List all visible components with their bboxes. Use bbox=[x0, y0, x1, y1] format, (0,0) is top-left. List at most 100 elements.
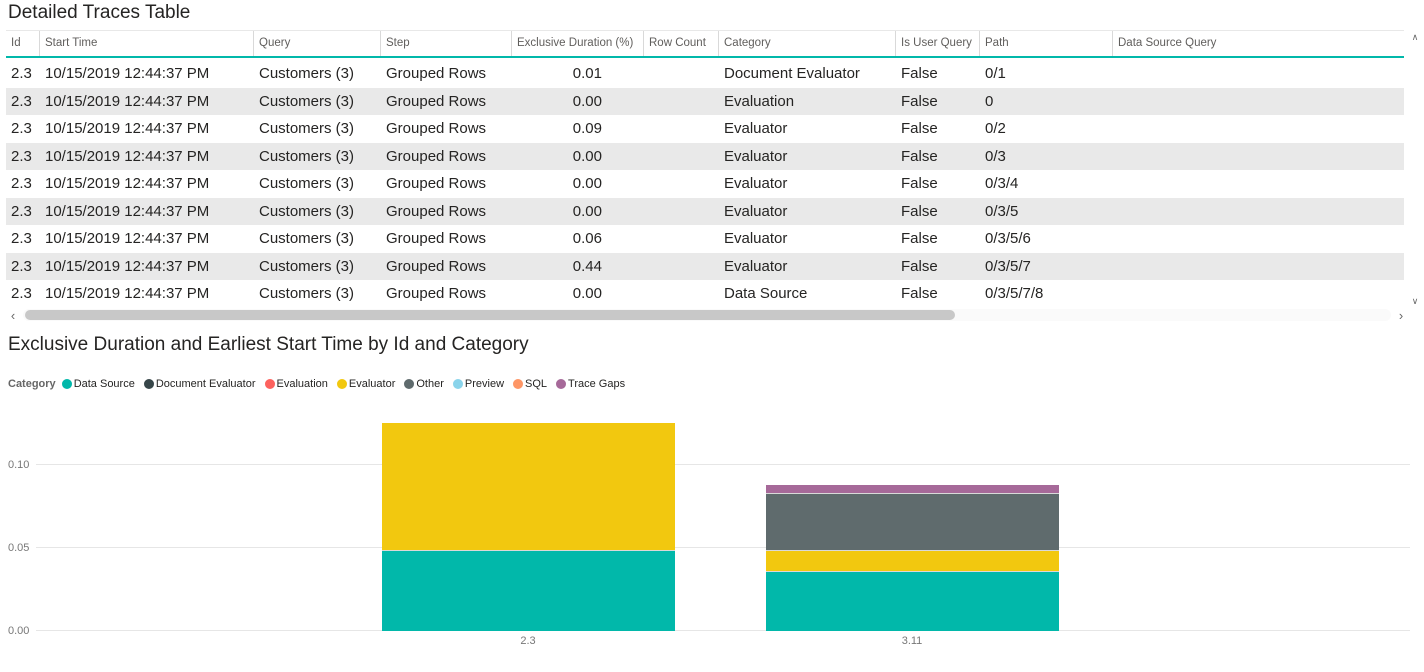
table-cell: 0.00 bbox=[572, 202, 602, 220]
legend-item-label: Data Source bbox=[73, 378, 135, 390]
table-cell: 10/15/2019 12:44:37 PM bbox=[45, 175, 210, 192]
table-cell: 0/3/5/7/8 bbox=[985, 285, 1044, 302]
segment-divider bbox=[765, 548, 1059, 551]
table-cell: 2.3 bbox=[11, 92, 32, 110]
bar-segment-data-source[interactable] bbox=[765, 571, 1059, 631]
table-cell: 10/15/2019 12:44:37 PM bbox=[45, 285, 210, 302]
table-row[interactable]: 2.3 10/15/2019 12:44:37 PM Customers (3) Gr… bbox=[6, 225, 1404, 253]
column-header-is-user-query[interactable]: Is User Query bbox=[896, 31, 980, 56]
column-header-data-source-query[interactable]: Data Source Query bbox=[1118, 37, 1217, 49]
table-row[interactable]: 2.3 10/15/2019 12:44:37 PM Customers (3) Gr… bbox=[6, 115, 1404, 143]
table-cell: Grouped Rows bbox=[386, 92, 487, 110]
legend-item-label: Trace Gaps bbox=[568, 378, 626, 390]
column-header-category[interactable]: Category bbox=[719, 31, 896, 56]
table-title: Detailed Traces Table bbox=[8, 2, 191, 23]
column-header-row-count[interactable]: Row Count bbox=[644, 31, 719, 56]
legend-item-label: Evaluation bbox=[276, 378, 328, 390]
table-cell bbox=[1113, 143, 1404, 171]
table-row[interactable]: 2.3 10/15/2019 12:44:37 PM Customers (3) Gr… bbox=[6, 60, 1404, 88]
table-cell: 0/3/5/7 bbox=[985, 257, 1031, 275]
gridline bbox=[36, 546, 1410, 548]
legend-title: Category bbox=[8, 378, 56, 390]
vertical-scrollbar[interactable]: ∧ ∨ bbox=[1408, 32, 1422, 306]
table-row[interactable]: 2.3 10/15/2019 12:44:37 PM Customers (3) Gr… bbox=[6, 142, 1404, 171]
table-cell: 10/15/2019 12:44:37 PM bbox=[45, 230, 210, 247]
table-cell: 0 bbox=[985, 92, 994, 110]
table-cell: 2.3 bbox=[11, 202, 32, 220]
table-row[interactable]: 2.3 10/15/2019 12:44:37 PM Customers (3) Gr… bbox=[6, 252, 1404, 280]
table-cell: False bbox=[901, 285, 938, 302]
bar-segment-evaluator[interactable] bbox=[381, 423, 675, 550]
bar-segment-evaluator[interactable] bbox=[765, 549, 1059, 572]
table-cell: Evaluator bbox=[724, 230, 788, 247]
column-header-start-time[interactable]: Start Time bbox=[40, 31, 254, 56]
table-cell: 2.3 bbox=[11, 65, 32, 82]
table-cell: False bbox=[901, 147, 938, 165]
horizontal-scrollbar-track[interactable] bbox=[23, 309, 1391, 321]
column-header-id[interactable]: Id bbox=[6, 31, 40, 56]
table-row[interactable]: 2.3 10/15/2019 12:44:37 PM Customers (3) Gr… bbox=[6, 280, 1404, 308]
legend-item-trace-gaps[interactable]: Trace Gaps bbox=[556, 378, 625, 390]
column-header-query[interactable]: Query bbox=[254, 31, 381, 56]
table-cell: Customers (3) bbox=[259, 92, 355, 110]
column-header-exclusive-duration-[interactable]: Exclusive Duration (%) bbox=[512, 31, 644, 56]
scroll-down-icon[interactable]: ∨ bbox=[1411, 296, 1419, 306]
bar-segment-trace-gaps[interactable] bbox=[765, 484, 1059, 494]
table-cell: 0/2 bbox=[985, 120, 1006, 137]
table-cell bbox=[1113, 225, 1404, 253]
legend-item-evaluator[interactable]: Evaluator bbox=[336, 378, 395, 390]
chart-title: Exclusive Duration and Earliest Start Ti… bbox=[8, 334, 529, 355]
column-header-path[interactable]: Path bbox=[980, 31, 1113, 56]
legend-item-evaluation[interactable]: Evaluation bbox=[264, 378, 328, 390]
legend-item-preview[interactable]: Preview bbox=[452, 378, 505, 390]
bar-segment-data-source[interactable] bbox=[381, 549, 675, 631]
legend-item-data-source[interactable]: Data Source bbox=[61, 378, 135, 390]
table-cell: False bbox=[901, 257, 938, 275]
table-cell: Grouped Rows bbox=[386, 202, 487, 220]
table-cell: 10/15/2019 12:44:37 PM bbox=[45, 147, 210, 165]
table-cell bbox=[1113, 88, 1404, 116]
table-row[interactable]: 2.3 10/15/2019 12:44:37 PM Customers (3) Gr… bbox=[6, 197, 1404, 226]
table-cell bbox=[644, 280, 719, 308]
table-cell: Customers (3) bbox=[259, 147, 355, 165]
legend-color-dot bbox=[143, 379, 154, 389]
table-cell: Grouped Rows bbox=[386, 257, 487, 275]
table-cell: Customers (3) bbox=[259, 230, 355, 247]
horizontal-scrollbar-thumb[interactable] bbox=[25, 310, 956, 320]
table-cell: 2.3 bbox=[11, 230, 32, 247]
table-cell: Evaluator bbox=[724, 147, 788, 165]
table-cell: Grouped Rows bbox=[386, 230, 487, 247]
table-row[interactable]: 2.3 10/15/2019 12:44:37 PM Customers (3) Gr… bbox=[6, 87, 1404, 116]
column-header-step[interactable]: Step bbox=[381, 31, 512, 56]
table-header-row: Id Start Time Query Step Exclusive Duration … bbox=[6, 30, 1404, 58]
legend-item-other[interactable]: Other bbox=[404, 378, 444, 390]
segment-divider bbox=[765, 570, 1059, 573]
table-row[interactable]: 2.3 10/15/2019 12:44:37 PM Customers (3) Gr… bbox=[6, 170, 1404, 198]
table-cell: 10/15/2019 12:44:37 PM bbox=[45, 202, 210, 220]
table-cell: 10/15/2019 12:44:37 PM bbox=[45, 120, 210, 137]
table-cell bbox=[644, 143, 719, 171]
horizontal-scrollbar[interactable]: ‹ › bbox=[6, 308, 1408, 322]
legend-item-document-evaluator[interactable]: Document Evaluator bbox=[143, 378, 256, 390]
legend-color-dot bbox=[336, 379, 347, 389]
table-cell: 2.3 bbox=[11, 147, 32, 165]
bar-segment-other[interactable] bbox=[765, 493, 1059, 550]
scroll-left-icon[interactable]: ‹ bbox=[10, 307, 16, 323]
table-cell bbox=[644, 198, 719, 226]
table-cell: False bbox=[901, 92, 938, 110]
table-cell: False bbox=[901, 120, 938, 137]
table-cell: False bbox=[901, 65, 938, 82]
legend-item-label: Preview bbox=[464, 378, 505, 390]
chart-legend: Category Data Source Document Evaluator Ev… bbox=[8, 376, 634, 392]
scroll-up-icon[interactable]: ∧ bbox=[1411, 32, 1419, 42]
y-axis-tick-label: 0.10 bbox=[8, 458, 30, 471]
table-cell bbox=[644, 225, 719, 253]
table-cell: 0.00 bbox=[572, 147, 602, 165]
table-cell: 2.3 bbox=[11, 285, 32, 302]
scroll-right-icon[interactable]: › bbox=[1398, 307, 1404, 323]
legend-item-sql[interactable]: SQL bbox=[513, 378, 547, 390]
legend-items: Data Source Document Evaluator Evaluation E… bbox=[61, 378, 634, 390]
table-cell bbox=[1113, 60, 1404, 88]
chart-plot: 0.00 0.05 0.10 2.3 3.11 bbox=[0, 415, 1424, 647]
